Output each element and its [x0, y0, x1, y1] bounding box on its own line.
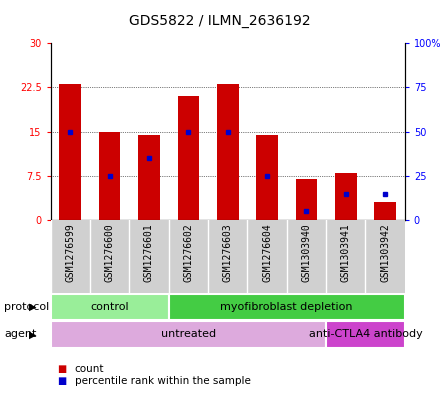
Text: GSM1303941: GSM1303941: [341, 224, 351, 283]
Bar: [256, 134, 278, 220]
Bar: [374, 202, 396, 220]
Text: percentile rank within the sample: percentile rank within the sample: [75, 376, 251, 386]
Bar: [51, 321, 326, 348]
Text: GDS5822 / ILMN_2636192: GDS5822 / ILMN_2636192: [129, 14, 311, 28]
Bar: [138, 134, 160, 220]
Text: control: control: [90, 302, 129, 312]
Bar: [296, 179, 317, 220]
Text: GSM1303942: GSM1303942: [380, 224, 390, 283]
Bar: [217, 84, 238, 220]
Text: ■: ■: [57, 364, 66, 374]
Text: myofibroblast depletion: myofibroblast depletion: [220, 302, 353, 312]
Text: GSM1276599: GSM1276599: [65, 224, 75, 283]
Text: count: count: [75, 364, 104, 374]
Text: GSM1276602: GSM1276602: [183, 224, 193, 283]
Bar: [335, 173, 356, 220]
Bar: [99, 132, 121, 220]
Text: ■: ■: [57, 376, 66, 386]
Text: GSM1303940: GSM1303940: [301, 224, 312, 283]
Bar: [59, 84, 81, 220]
Bar: [169, 294, 405, 320]
Bar: [177, 96, 199, 220]
Text: GSM1276600: GSM1276600: [105, 224, 115, 283]
Text: GSM1276603: GSM1276603: [223, 224, 233, 283]
Text: ▶: ▶: [29, 302, 37, 312]
Text: GSM1276601: GSM1276601: [144, 224, 154, 283]
Text: GSM1276604: GSM1276604: [262, 224, 272, 283]
Text: ▶: ▶: [29, 329, 37, 340]
Bar: [326, 321, 405, 348]
Text: agent: agent: [4, 329, 37, 340]
Bar: [51, 294, 169, 320]
Text: protocol: protocol: [4, 302, 50, 312]
Text: anti-CTLA4 antibody: anti-CTLA4 antibody: [308, 329, 422, 340]
Text: untreated: untreated: [161, 329, 216, 340]
